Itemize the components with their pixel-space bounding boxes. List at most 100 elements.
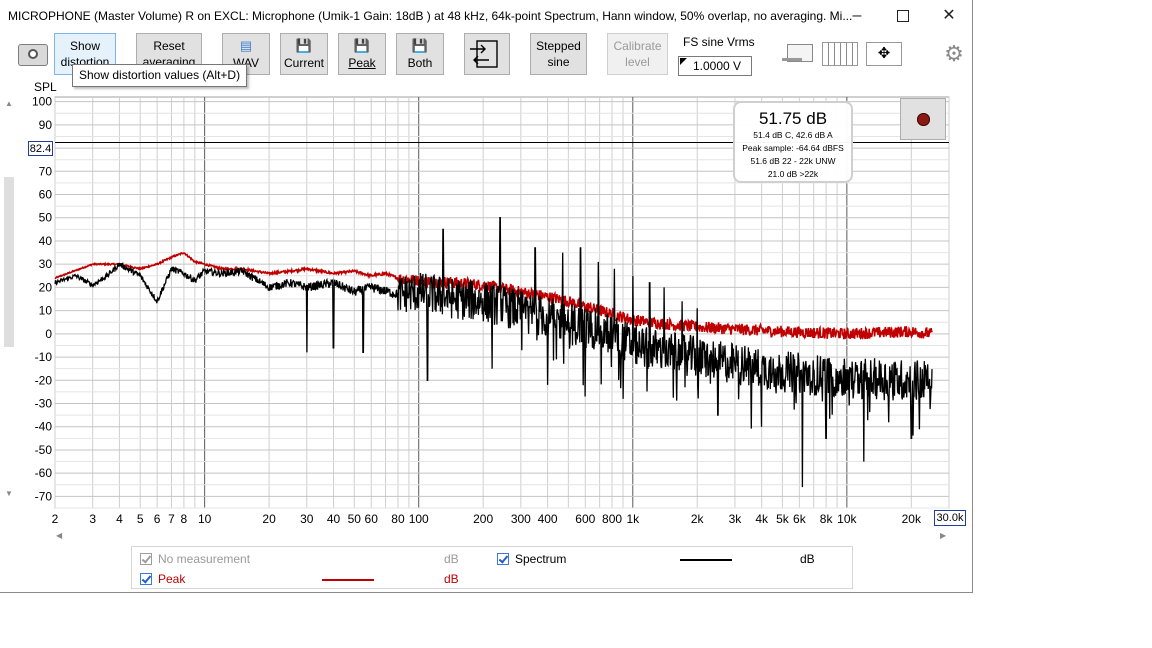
x-tick-label: 60 <box>365 512 379 526</box>
x-tick-label: 10 <box>198 512 212 526</box>
y-tick-label: -50 <box>35 443 53 457</box>
y-tick-label: 90 <box>39 118 53 132</box>
fs-sine-input[interactable]: 1.0000 V <box>678 56 752 76</box>
y-tick-label: 40 <box>39 234 53 248</box>
x-tick-label: 50 <box>348 512 362 526</box>
spectrum-label: Spectrum <box>515 552 567 566</box>
x-tick-label: 10k <box>837 512 857 526</box>
weighting-values: 51.4 dB C, 42.6 dB A <box>753 130 833 140</box>
y-tick-label: 0 <box>45 327 52 341</box>
x-tick-label: 4k <box>755 512 769 526</box>
save-icon: 💾 <box>295 38 313 53</box>
fs-sine-label: FS sine Vrms <box>683 35 755 49</box>
peak-label: Peak <box>158 572 186 586</box>
y-tick-label: 10 <box>39 304 53 318</box>
spl-big-value: 51.75 dB <box>758 109 828 128</box>
generator-button[interactable] <box>464 33 510 75</box>
x-tick-label: 800 <box>602 512 622 526</box>
scroll-up-icon: ▲ <box>5 99 13 108</box>
x-tick-label: 8k <box>820 512 834 526</box>
peak-button[interactable]: 💾 Peak <box>338 33 386 75</box>
x-tick-label: 7 <box>168 512 175 526</box>
x-tick-label: 2k <box>691 512 705 526</box>
x-tick-label: 3k <box>729 512 743 526</box>
x-max-value[interactable]: 30.0k <box>934 510 966 526</box>
spectrum-swatch <box>680 559 732 561</box>
minimize-icon[interactable]: – <box>852 7 862 24</box>
x-tick-label: 400 <box>538 512 558 526</box>
save-icon: 💾 <box>411 38 429 53</box>
x-tick-label: 40 <box>327 512 341 526</box>
maximize-icon[interactable] <box>880 0 926 32</box>
single-graph-layout-icon[interactable] <box>782 44 814 64</box>
record-icon <box>917 113 930 126</box>
calibrate-level-button[interactable]: Calibrate level <box>607 33 668 75</box>
rew-rta-window: MICROPHONE (Master Volume) R on EXCL: Mi… <box>0 0 973 593</box>
peak-unit: dB <box>444 572 459 586</box>
x-tick-label: 20 <box>262 512 276 526</box>
y-tick-label: -20 <box>35 373 53 387</box>
spectrum-plot[interactable]: 10090706050403020100-10-20-30-40-50-60-7… <box>0 90 972 550</box>
y-tick-label: -40 <box>35 420 53 434</box>
y-tick-label: 30 <box>39 257 53 271</box>
y-tick-label: 60 <box>39 188 53 202</box>
save-icon: 💾 <box>353 38 371 53</box>
peak-checkbox[interactable] <box>140 573 152 585</box>
scroll-left-icon[interactable]: ◀ <box>56 531 63 540</box>
x-tick-label: 5 <box>137 512 144 526</box>
x-tick-label: 100 <box>409 512 429 526</box>
y-tick-label: -30 <box>35 397 53 411</box>
peak-sample-value: Peak sample: -64.64 dBFS <box>742 143 844 153</box>
y-scroll-strip[interactable]: ▲ ▼ <box>4 97 14 498</box>
close-icon[interactable]: ✕ <box>942 7 956 24</box>
spectrum-checkbox[interactable] <box>497 553 509 565</box>
y-scroll-thumb[interactable] <box>4 177 14 347</box>
stepped-sine-button[interactable]: Stepped sine <box>530 33 587 75</box>
no-measurement-checkbox[interactable] <box>140 553 152 565</box>
x-tick-label: 200 <box>473 512 493 526</box>
x-tick-label: 600 <box>575 512 595 526</box>
y-tick-label: -10 <box>35 350 53 364</box>
y-tick-label: 50 <box>39 211 53 225</box>
signal-generator-icon <box>470 40 498 68</box>
input-corner-icon <box>680 58 687 65</box>
camera-icon[interactable] <box>18 44 48 66</box>
x-tick-label: 6 <box>154 512 161 526</box>
window-title: MICROPHONE (Master Volume) R on EXCL: Mi… <box>8 9 853 23</box>
record-button[interactable] <box>900 98 946 140</box>
x-tick-label: 30 <box>300 512 314 526</box>
no-measurement-unit: dB <box>444 552 459 566</box>
y-tick-label: -70 <box>35 489 53 503</box>
x-tick-label: 8 <box>181 512 188 526</box>
current-button[interactable]: 💾 Current <box>280 33 328 75</box>
y-tick-label: 20 <box>39 280 53 294</box>
x-tick-label: 4 <box>116 512 123 526</box>
both-button[interactable]: 💾 Both <box>396 33 444 75</box>
x-tick-label: 20k <box>902 512 922 526</box>
x-tick-label: 80 <box>391 512 405 526</box>
show-distortion-button[interactable]: Show distortion <box>54 33 116 75</box>
peak-trace <box>54 252 933 341</box>
scroll-down-icon: ▼ <box>5 489 13 498</box>
y-tick-label: -60 <box>35 466 53 480</box>
legend-panel: No measurement dB Peak dB Spectrum dB <box>131 546 853 589</box>
unweighted-value: 51.6 dB 22 - 22k UNW <box>750 156 836 166</box>
spectrum-unit: dB <box>800 552 815 566</box>
tooltip: Show distortion values (Alt+D) <box>72 64 248 87</box>
folder-icon: ▤ <box>239 38 253 53</box>
y-tick-label: 70 <box>39 164 53 178</box>
x-tick-label: 6k <box>793 512 807 526</box>
bar-layout-icon[interactable] <box>822 42 858 66</box>
gear-icon[interactable]: ⚙ <box>944 41 964 66</box>
scroll-right-icon[interactable]: ▶ <box>940 531 947 540</box>
x-tick-label: 1k <box>626 512 640 526</box>
title-bar: MICROPHONE (Master Volume) R on EXCL: Mi… <box>0 0 972 32</box>
level-readout-panel: 51.75 dB 51.4 dB C, 42.6 dB A Peak sampl… <box>733 101 853 183</box>
x-tick-label: 300 <box>511 512 531 526</box>
y-cursor-value[interactable]: 82.4 <box>28 141 53 156</box>
x-tick-label: 3 <box>89 512 96 526</box>
spectrum-trace <box>54 217 933 488</box>
move-arrows-icon[interactable]: ✥ <box>866 42 902 66</box>
no-measurement-label: No measurement <box>158 552 251 566</box>
above-22k-value: 21.0 dB >22k <box>767 169 819 179</box>
